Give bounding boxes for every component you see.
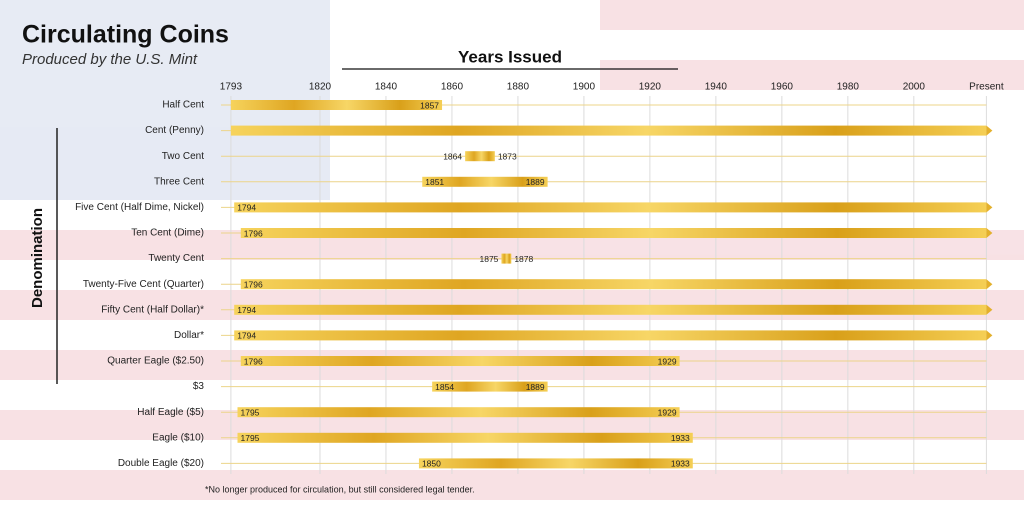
bar bbox=[465, 151, 495, 162]
bar-arrow bbox=[986, 330, 993, 341]
x-tick-label: 1960 bbox=[771, 82, 794, 93]
bar bbox=[230, 125, 987, 136]
start-label: 1796 bbox=[244, 279, 263, 289]
start-label: 1794 bbox=[237, 331, 256, 341]
start-label: 1794 bbox=[237, 305, 256, 315]
bar bbox=[234, 330, 987, 341]
x-tick-label: 1820 bbox=[309, 82, 332, 93]
end-label: 1873 bbox=[498, 151, 517, 161]
bar bbox=[234, 202, 987, 213]
start-label: 1864 bbox=[443, 151, 462, 161]
x-tick-label: 1900 bbox=[573, 82, 596, 93]
start-label: 1850 bbox=[422, 459, 441, 469]
x-tick-label: Present bbox=[969, 82, 1004, 93]
bar-arrow bbox=[986, 125, 993, 136]
start-label: 1794 bbox=[237, 203, 256, 213]
end-label: 1889 bbox=[526, 177, 545, 187]
x-tick-label: 1880 bbox=[507, 82, 530, 93]
bar-arrow bbox=[986, 202, 993, 213]
x-axis-label: Years Issued bbox=[458, 47, 562, 66]
chart-subtitle: Produced by the U.S. Mint bbox=[22, 51, 198, 68]
category-label: Half Eagle ($5) bbox=[137, 407, 204, 418]
chart-title: Circulating Coins bbox=[22, 21, 229, 49]
category-label: Ten Cent (Dime) bbox=[131, 228, 204, 239]
start-label: 1795 bbox=[240, 407, 259, 417]
start-label: 1851 bbox=[425, 177, 444, 187]
start-label: 1795 bbox=[240, 433, 259, 443]
bar bbox=[240, 228, 987, 238]
x-tick-label: 1980 bbox=[837, 82, 860, 93]
category-label: Eagle ($10) bbox=[152, 432, 204, 443]
category-label: Twenty Cent bbox=[148, 253, 204, 264]
bar bbox=[230, 100, 443, 110]
footnote: *No longer produced for circulation, but… bbox=[205, 484, 475, 494]
bar bbox=[418, 458, 693, 469]
bar bbox=[237, 407, 680, 418]
end-label: 1889 bbox=[526, 382, 545, 392]
end-label: 1929 bbox=[658, 356, 677, 366]
category-label: Cent (Penny) bbox=[145, 125, 204, 136]
start-label: 1875 bbox=[480, 254, 499, 264]
x-tick-label: 2000 bbox=[903, 82, 926, 93]
category-label: $3 bbox=[193, 381, 205, 392]
category-label: Fifty Cent (Half Dollar)* bbox=[101, 304, 204, 315]
category-label: Double Eagle ($20) bbox=[118, 458, 204, 469]
bar-arrow bbox=[986, 228, 993, 238]
bar-arrow bbox=[986, 279, 993, 290]
x-tick-label: 1860 bbox=[441, 82, 464, 93]
end-label: 1857 bbox=[420, 100, 439, 110]
x-tick-label: 1920 bbox=[639, 82, 662, 93]
end-label: 1933 bbox=[671, 433, 690, 443]
category-label: Five Cent (Half Dime, Nickel) bbox=[75, 202, 204, 213]
bar bbox=[422, 176, 548, 187]
x-tick-label: 1940 bbox=[705, 82, 728, 93]
bar bbox=[432, 381, 548, 392]
bar-arrow bbox=[986, 304, 993, 315]
end-label: 1878 bbox=[514, 254, 533, 264]
x-tick-label: 1840 bbox=[375, 82, 398, 93]
bar bbox=[240, 279, 987, 290]
bar bbox=[234, 304, 987, 315]
start-label: 1854 bbox=[435, 382, 454, 392]
y-axis-label: Denomination bbox=[29, 208, 46, 308]
end-label: 1933 bbox=[671, 459, 690, 469]
start-label: 1796 bbox=[244, 356, 263, 366]
category-label: Dollar* bbox=[174, 330, 204, 341]
x-tick-label: 1793 bbox=[220, 82, 243, 93]
category-label: Three Cent bbox=[154, 176, 204, 187]
bar bbox=[237, 432, 693, 443]
start-label: 1796 bbox=[244, 228, 263, 238]
category-label: Quarter Eagle ($2.50) bbox=[107, 356, 204, 367]
end-label: 1929 bbox=[658, 407, 677, 417]
category-label: Twenty-Five Cent (Quarter) bbox=[83, 279, 204, 290]
category-label: Two Cent bbox=[162, 151, 204, 162]
bar bbox=[501, 253, 512, 264]
category-label: Half Cent bbox=[162, 100, 204, 111]
bar bbox=[240, 356, 680, 366]
